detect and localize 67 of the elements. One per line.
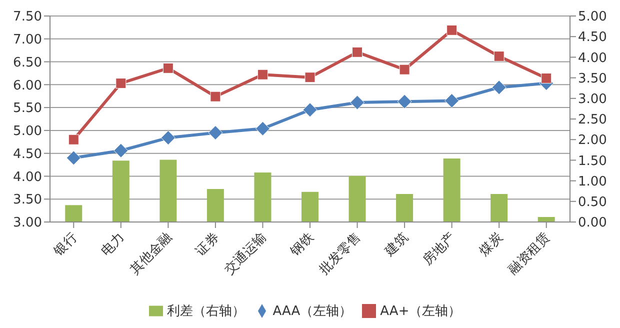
x-tick-label: 房地产: [420, 230, 459, 268]
point: [162, 62, 174, 74]
point: [114, 143, 128, 158]
bar: [206, 189, 224, 222]
y2-tick-label: 4.50: [578, 30, 607, 46]
x-tick-label: 融资租赁: [506, 230, 554, 278]
point: [116, 78, 126, 89]
point: [494, 51, 504, 62]
point: [160, 130, 176, 146]
bar: [538, 217, 555, 222]
legend-label: 利差（右轴）: [166, 304, 245, 319]
y2-tick-label: 1.00: [578, 174, 607, 190]
point: [350, 95, 365, 110]
bar: [160, 160, 177, 222]
y2-tick-label: 2.50: [578, 112, 607, 128]
y-tick-label: 7.00: [13, 32, 42, 48]
bar: [490, 194, 508, 222]
y-tick-label: 6.50: [13, 55, 42, 70]
y2-tick-label: 1.50: [578, 154, 607, 169]
y-tick-label: 3.50: [13, 192, 42, 208]
point: [397, 94, 412, 109]
legend-label: AA+（左轴）: [380, 304, 462, 319]
bar: [112, 160, 130, 222]
bar: [443, 158, 460, 222]
legend-label: AAA（左轴）: [272, 304, 352, 319]
point: [210, 91, 221, 102]
bar: [65, 205, 82, 222]
y-tick-label: 6.00: [13, 78, 42, 94]
point: [208, 125, 223, 140]
point: [492, 80, 506, 95]
bar: [348, 176, 366, 222]
point: [352, 46, 363, 58]
point: [444, 93, 460, 108]
y-tick-label: 5.00: [13, 124, 42, 140]
y-tick-label: 5.50: [13, 101, 42, 116]
y2-tick-label: 0.00: [578, 216, 607, 231]
y2-tick-label: 3.50: [578, 71, 607, 86]
bar: [254, 172, 272, 222]
y-tick-label: 3.00: [13, 216, 42, 231]
y2-tick-label: 3.00: [578, 92, 607, 108]
y2-tick-label: 5.00: [578, 10, 607, 25]
x-tick-label: 证券: [193, 230, 222, 260]
bar: [396, 194, 414, 222]
x-tick-label: 交通运输: [221, 230, 270, 278]
y2-tick-label: 2.00: [578, 133, 607, 148]
y-tick-label: 4.50: [13, 146, 42, 162]
point: [68, 134, 79, 145]
point: [541, 73, 552, 84]
x-tick-label: 银行: [50, 230, 80, 260]
x-tick-label: 电力: [98, 230, 128, 260]
x-tick-label: 其他金融: [128, 230, 176, 278]
point: [446, 24, 458, 36]
y2-tick-label: 0.50: [578, 195, 607, 210]
y-tick-label: 7.50: [13, 10, 42, 25]
y-tick-label: 4.00: [13, 170, 42, 185]
point: [304, 72, 316, 83]
bar: [301, 192, 318, 222]
point: [66, 150, 81, 166]
point: [255, 121, 270, 136]
x-tick-label: 建筑: [382, 230, 412, 260]
x-tick-label: 钢铁: [287, 230, 317, 260]
x-tick-label: 煤炭: [476, 230, 506, 260]
y2-tick-label: 4.00: [578, 50, 607, 66]
point: [302, 102, 318, 118]
point: [399, 64, 410, 75]
point: [257, 69, 268, 80]
x-tick-label: 批发零售: [316, 230, 364, 278]
